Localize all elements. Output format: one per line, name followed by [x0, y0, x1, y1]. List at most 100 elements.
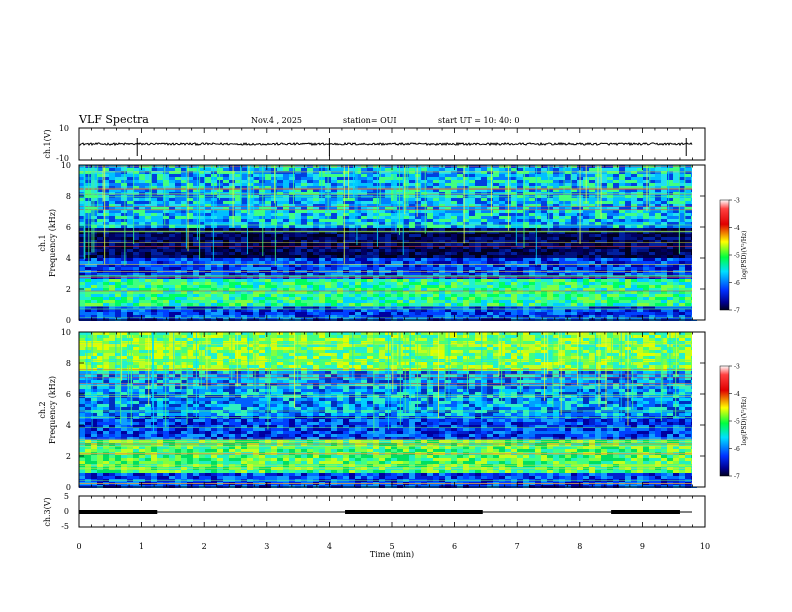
spectrogram-cell: [631, 186, 637, 189]
spectrogram-cell: [625, 225, 631, 228]
spectrogram-cell: [223, 216, 229, 219]
spectrogram-cell: [493, 237, 499, 240]
spectrogram-cell: [115, 171, 121, 174]
spectrogram-cell: [403, 234, 409, 237]
spectrogram-cell: [595, 252, 601, 255]
spectrogram-cell: [97, 216, 103, 219]
spectrogram-cell: [379, 228, 385, 231]
spectrogram-cell: [265, 198, 271, 201]
spectrogram-cell: [79, 210, 85, 213]
spectrogram-cell: [193, 201, 199, 204]
spectrogram-cell: [223, 180, 229, 183]
spectrogram-cell: [175, 207, 181, 210]
spectrogram-cell: [451, 246, 457, 249]
spectrogram-cell: [517, 204, 523, 207]
spectrogram-cell: [169, 216, 175, 219]
spectrogram-cell: [289, 243, 295, 246]
spectrogram-cell: [199, 255, 205, 258]
spectrogram-cell: [499, 252, 505, 255]
spectrogram-cell: [331, 252, 337, 255]
spectrogram-cell: [259, 261, 265, 264]
spectrogram-cell: [481, 294, 487, 297]
spectrogram-cell: [277, 219, 283, 222]
spectrogram-cell: [127, 183, 133, 186]
spectrogram-cell: [133, 180, 139, 183]
spectrogram-cell: [295, 231, 301, 234]
spectrogram-cell: [427, 294, 433, 297]
spectrogram-cell: [451, 177, 457, 180]
spectrogram-cell: [493, 291, 499, 294]
spectrogram-cell: [289, 279, 295, 282]
spectrogram-cell: [193, 309, 199, 312]
spectrogram-cell: [439, 240, 445, 243]
spectrogram-cell: [385, 180, 391, 183]
spectrogram-cell: [241, 201, 247, 204]
spectrogram-cell: [247, 243, 253, 246]
spectrogram-cell: [457, 177, 463, 180]
spectrogram-cell: [391, 234, 397, 237]
spectrogram-cell: [415, 201, 421, 204]
spectrogram-cell: [409, 267, 415, 270]
spectrogram-cell: [169, 297, 175, 300]
spectrogram-cell: [247, 174, 253, 177]
spectrogram-cell: [481, 180, 487, 183]
spectrogram-cell: [343, 174, 349, 177]
spectrogram-cell: [355, 222, 361, 225]
spectrogram-cell: [565, 171, 571, 174]
spectrogram-cell: [271, 168, 277, 171]
spectrogram-cell: [367, 252, 373, 255]
spectrogram-cell: [259, 228, 265, 231]
spectrogram-cell: [385, 252, 391, 255]
spectrogram-cell: [613, 213, 619, 216]
spectrogram-cell: [631, 282, 637, 285]
spectrogram-cell: [97, 261, 103, 264]
spectrogram-cell: [529, 177, 535, 180]
spectrogram-cell: [487, 213, 493, 216]
spectrogram-cell: [583, 309, 589, 312]
spectrogram-cell: [85, 201, 91, 204]
spectrogram-cell: [211, 303, 217, 306]
spectrogram-cell: [343, 201, 349, 204]
spectrogram-cell: [301, 204, 307, 207]
spectrogram-cell: [589, 264, 595, 267]
spectrogram-cell: [187, 237, 193, 240]
spectrogram-cell: [121, 183, 127, 186]
spectrogram-cell: [85, 300, 91, 303]
spectrogram-cell: [109, 255, 115, 258]
spectrogram-cell: [133, 240, 139, 243]
spectrogram-cell: [409, 210, 415, 213]
spectrogram-cell: [385, 231, 391, 234]
spectrogram-cell: [295, 177, 301, 180]
spectrogram-cell: [451, 201, 457, 204]
spectrogram-cell: [277, 222, 283, 225]
spectrogram-cell: [355, 168, 361, 171]
spectrogram-cell: [205, 216, 211, 219]
spectrogram-cell: [235, 186, 241, 189]
spectrogram-cell: [97, 288, 103, 291]
spectrogram-cell: [115, 228, 121, 231]
spectrogram-cell: [415, 288, 421, 291]
spectrogram-cell: [385, 168, 391, 171]
spectrogram-cell: [475, 204, 481, 207]
spectrogram-cell: [637, 177, 643, 180]
spectrogram-cell: [601, 240, 607, 243]
spectrogram-cell: [247, 291, 253, 294]
spectrogram-cell: [175, 291, 181, 294]
spectrogram-cell: [481, 207, 487, 210]
spectrogram-cell: [613, 180, 619, 183]
spectrogram-cell: [421, 288, 427, 291]
spectrogram-cell: [199, 204, 205, 207]
spectrogram-cell: [115, 216, 121, 219]
spectrogram-cell: [139, 222, 145, 225]
spectrogram-cell: [457, 306, 463, 309]
spectrogram-cell: [367, 249, 373, 252]
spectrogram-cell: [451, 243, 457, 246]
spectrogram-cell: [547, 291, 553, 294]
spectrogram-cell: [595, 222, 601, 225]
spectrogram-cell: [121, 216, 127, 219]
spectrogram-cell: [157, 222, 163, 225]
spectrogram-cell: [637, 249, 643, 252]
spectrogram-cell: [427, 246, 433, 249]
spectrogram-cell: [91, 255, 97, 258]
